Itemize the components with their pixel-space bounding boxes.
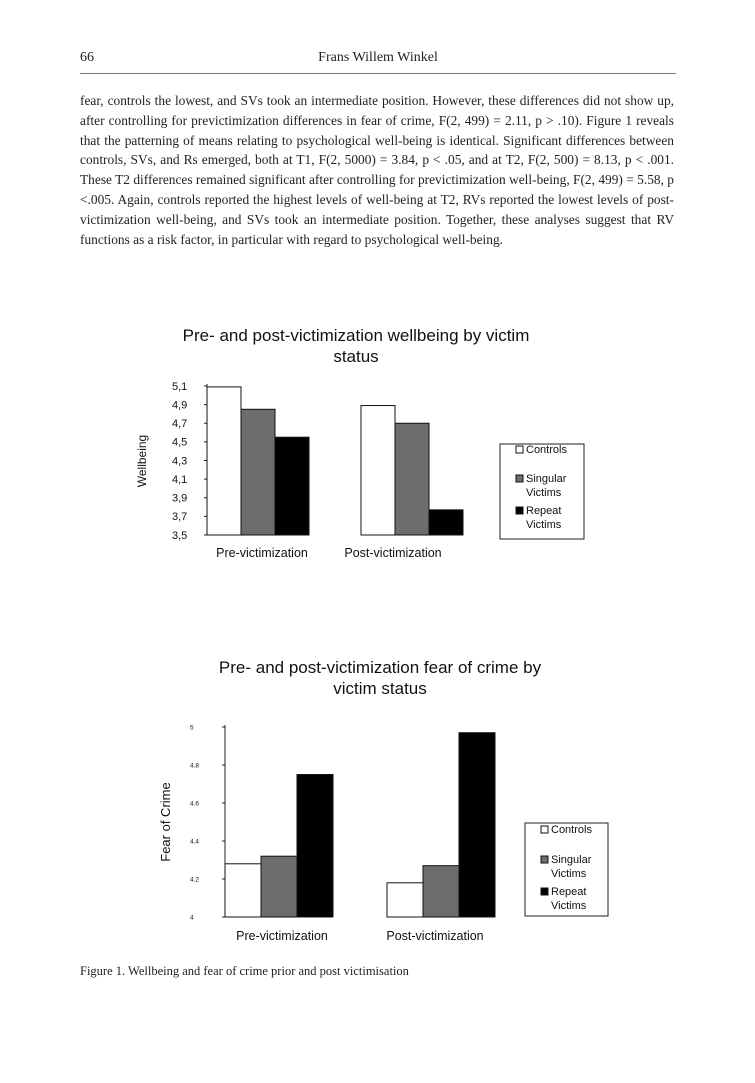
- page-number: 66: [80, 50, 94, 65]
- bar: [224, 863, 262, 918]
- bar: [422, 865, 460, 918]
- legend-swatch: [540, 855, 549, 864]
- legend-swatch: [515, 506, 524, 515]
- legend-label: Victims: [526, 519, 562, 531]
- legend-swatch: [515, 445, 524, 454]
- chart-title: victim status: [333, 679, 427, 698]
- y-tick-label: 5,1: [172, 381, 187, 393]
- bar: [360, 405, 396, 536]
- body-text: fear, controls the lowest, and SVs took …: [80, 91, 674, 249]
- legend-label: Controls: [526, 444, 567, 456]
- legend-label: Victims: [526, 487, 562, 499]
- y-tick-label: 4,1: [172, 474, 187, 486]
- y-tick-label: 4,7: [172, 418, 187, 430]
- legend-label: Victims: [551, 900, 587, 912]
- bar: [296, 774, 334, 918]
- y-tick-label: 4,5: [172, 437, 187, 449]
- figure-caption: Figure 1. Wellbeing and fear of crime pr…: [80, 964, 409, 978]
- header-rule: [80, 73, 676, 74]
- x-tick-label: Pre-victimization: [236, 929, 328, 943]
- bar: [458, 732, 496, 918]
- legend-label: Victims: [551, 868, 587, 880]
- y-tick-label: 3,5: [172, 530, 187, 542]
- y-tick-label: 4: [190, 914, 194, 921]
- chart-title: status: [333, 347, 378, 366]
- y-tick-label: 4.8: [190, 762, 199, 769]
- bar: [428, 509, 464, 536]
- y-axis-label: Wellbeing: [135, 435, 149, 487]
- y-tick-label: 3,7: [172, 511, 187, 523]
- legend-label: Repeat: [526, 505, 561, 517]
- y-axis-label: Fear of Crime: [158, 782, 173, 861]
- legend-swatch: [540, 825, 549, 834]
- body-paragraph: fear, controls the lowest, and SVs took …: [80, 93, 674, 247]
- y-tick-label: 4.6: [190, 800, 199, 807]
- legend-box: [524, 822, 609, 917]
- legend-swatch: [515, 474, 524, 483]
- legend-label: Controls: [551, 824, 592, 836]
- bar: [274, 436, 310, 536]
- y-tick-label: 4.2: [190, 876, 199, 883]
- bar: [394, 422, 430, 536]
- running-head-author: Frans Willem Winkel: [318, 50, 438, 65]
- bar: [240, 408, 276, 536]
- bar: [386, 882, 424, 918]
- y-tick-label: 4,3: [172, 455, 187, 467]
- y-tick-label: 3,9: [172, 493, 187, 505]
- x-tick-label: Pre-victimization: [216, 546, 308, 560]
- x-tick-label: Post-victimization: [344, 546, 441, 560]
- x-tick-label: Post-victimization: [386, 929, 483, 943]
- y-tick-label: 4,9: [172, 399, 187, 411]
- chart-title: Pre- and post-victimization fear of crim…: [219, 658, 542, 677]
- y-tick-label: 5: [190, 724, 194, 731]
- chart-title: Pre- and post-victimization wellbeing by…: [183, 326, 530, 345]
- bar: [260, 855, 298, 918]
- legend-label: Singular: [551, 854, 592, 866]
- legend-label: Singular: [526, 473, 567, 485]
- legend-label: Repeat: [551, 886, 586, 898]
- y-tick-label: 4.4: [190, 838, 199, 845]
- bar: [206, 386, 242, 536]
- legend-swatch: [540, 887, 549, 896]
- legend-box: [499, 443, 585, 540]
